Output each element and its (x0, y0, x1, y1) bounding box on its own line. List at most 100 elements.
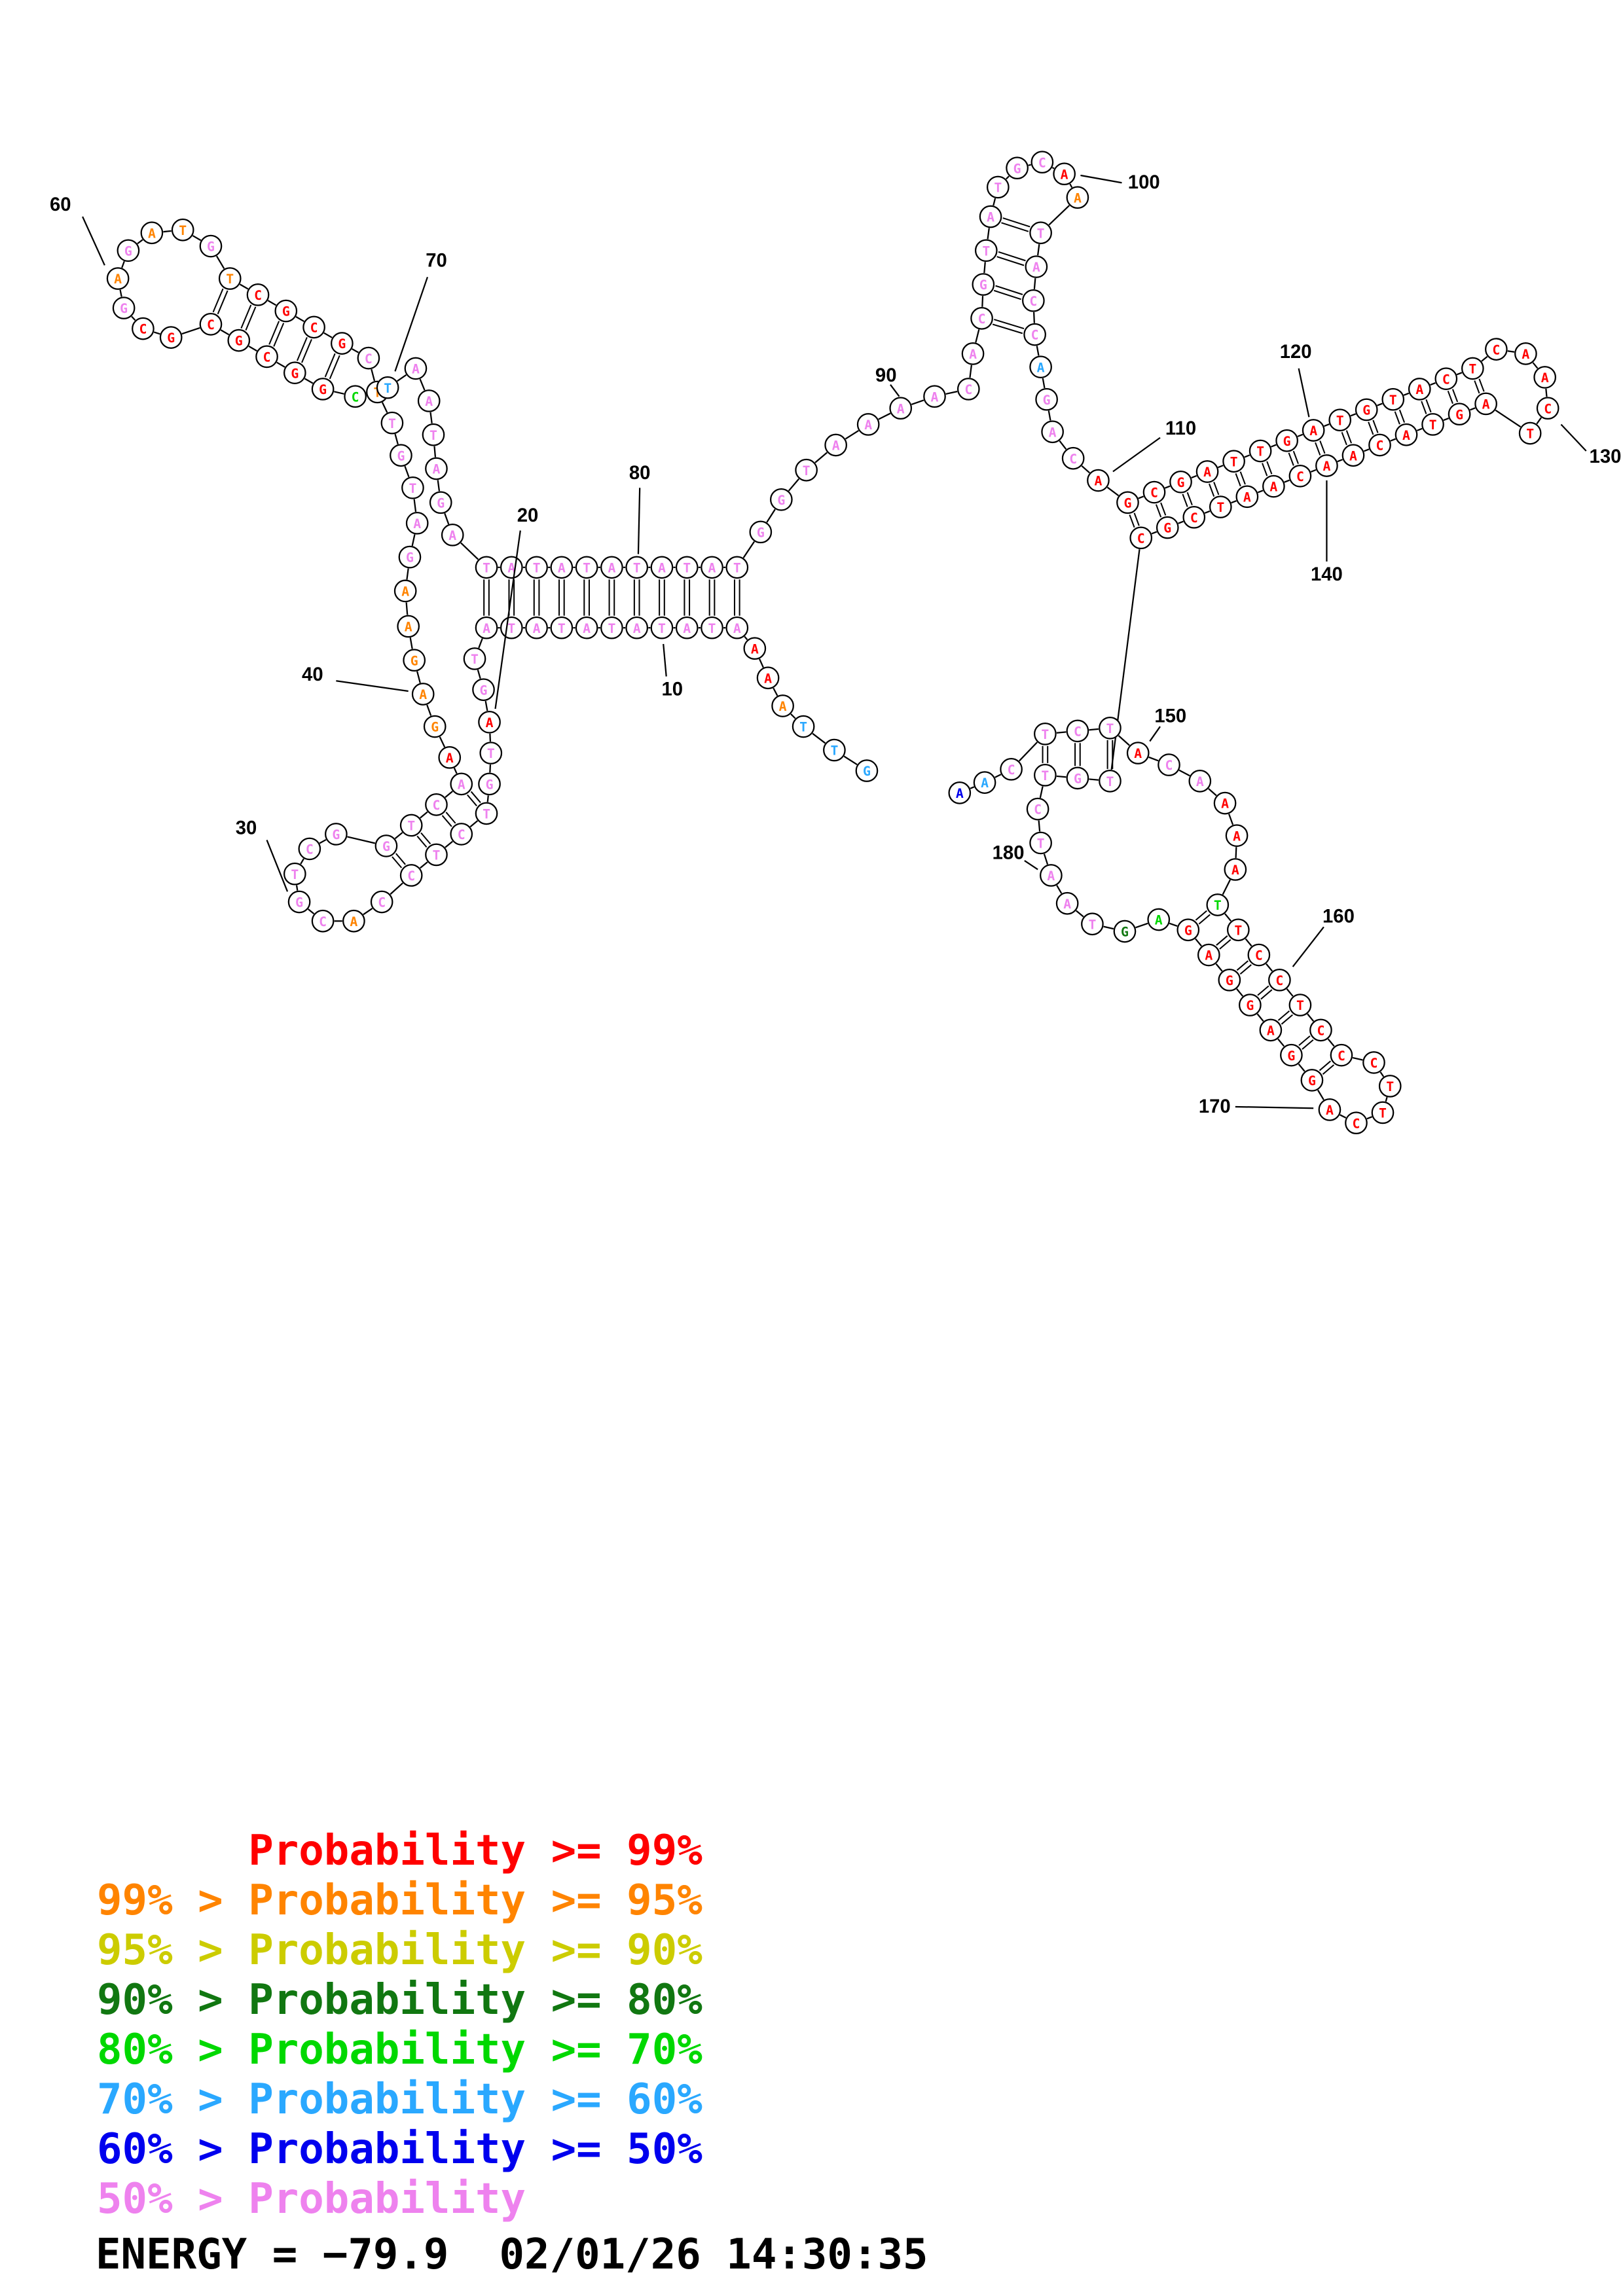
nucleotide-circle (1328, 408, 1352, 432)
nucleotide-circle (824, 433, 847, 457)
nucleotide-letter: C (1296, 469, 1304, 484)
nucleotide: A (1224, 858, 1247, 881)
nucleotide: A (1474, 392, 1497, 416)
nucleotide: C (1247, 943, 1271, 967)
nucleotide-circle (1226, 918, 1250, 942)
position-label: 170 (1199, 1096, 1231, 1117)
nucleotide: T (1029, 831, 1052, 855)
nucleotide: A (979, 205, 1002, 228)
nucleotide-circle (1318, 1098, 1341, 1121)
nucleotide: G (1006, 156, 1029, 180)
nucleotide: T (380, 411, 404, 435)
nucleotide-circle (1099, 716, 1122, 740)
nucleotide-circle (438, 745, 462, 769)
label-leader-line (1235, 1105, 1314, 1109)
nucleotide-circle (1116, 491, 1139, 514)
nucleotide: A (1147, 908, 1171, 931)
nucleotide: A (475, 616, 498, 639)
nucleotide: G (117, 239, 140, 262)
nucleotide-circle (1066, 766, 1089, 790)
nucleotide-circle (725, 556, 749, 579)
nucleotide-letter: C (1165, 758, 1173, 773)
nucleotide-circle (889, 397, 913, 420)
nucleotide: T (725, 556, 749, 579)
nucleotide-circle (974, 239, 998, 262)
nucleotide-circle (283, 862, 306, 886)
nucleotide-letter: A (1049, 425, 1057, 440)
label-leader-line (494, 530, 521, 709)
nucleotide-circle (1197, 943, 1220, 967)
nucleotide-letter: C (1008, 762, 1015, 778)
nucleotide-circle (403, 649, 426, 672)
nucleotide-circle (117, 239, 140, 262)
nucleotides: GTTAAAATATATATATATGATGTCTCCACGTCGGTCAAGA… (106, 151, 1559, 1135)
nucleotide-circle (140, 221, 164, 245)
nucleotide: A (525, 616, 548, 639)
nucleotide: G (311, 378, 335, 401)
nucleotide-letter: C (978, 312, 986, 327)
nucleotide-circle (1099, 770, 1122, 793)
nucleotide: A (417, 389, 441, 412)
nucleotide: A (411, 683, 435, 706)
nucleotide: A (1514, 342, 1537, 365)
position-label: 120 (1280, 342, 1312, 363)
nucleotide-circle (331, 332, 354, 355)
nucleotide-letter: G (1043, 393, 1051, 408)
nucleotide-circle (1087, 469, 1110, 492)
nucleotide-letter: A (1522, 347, 1529, 362)
nucleotide-letter: A (413, 516, 421, 531)
nucleotide-letter: C (1317, 1023, 1324, 1038)
nucleotide-circle (1029, 221, 1052, 245)
nucleotide-circle (475, 616, 498, 639)
nucleotide: C (1362, 1051, 1385, 1074)
nucleotide-circle (132, 317, 155, 340)
nucleotide: T (823, 738, 846, 762)
nucleotide-letter: A (1047, 869, 1055, 884)
nucleotide-letter: G (295, 895, 303, 910)
nucleotide-circle (1000, 758, 1023, 781)
nucleotide-circle (957, 378, 980, 401)
nucleotide: A (625, 616, 649, 639)
nucleotide: C (1022, 289, 1045, 312)
nucleotide-circle (1247, 943, 1271, 967)
nucleotide-circle (1485, 338, 1508, 361)
nucleotide-circle (1195, 460, 1219, 483)
probability-legend: Probability >= 99% 99% > Probability >= … (97, 1826, 702, 2224)
nucleotide: T (1249, 439, 1272, 463)
nucleotide: A (405, 511, 429, 535)
nucleotide-letter: C (310, 320, 318, 335)
position-label: 150 (1154, 706, 1186, 726)
nucleotide-circle (1026, 797, 1049, 821)
nucleotide: A (701, 556, 723, 579)
label-leader-line (1080, 174, 1122, 184)
nucleotide: A (450, 772, 473, 796)
nucleotide-circle (287, 890, 311, 914)
nucleotide-circle (1206, 893, 1230, 916)
nucleotide: T (1288, 994, 1312, 1016)
nucleotide-circle (725, 616, 749, 639)
nucleotide-letter: A (1322, 459, 1330, 474)
nucleotide-circle (1239, 994, 1262, 1016)
nucleotide-letter: C (1255, 948, 1263, 963)
nucleotide-circle (1514, 342, 1537, 365)
nucleotide-letter: T (1386, 1079, 1394, 1094)
nucleotide-circle (478, 710, 501, 734)
nucleotide: A (1315, 454, 1338, 477)
nucleotide-letter: A (1037, 360, 1045, 375)
nucleotide-letter: T (1106, 721, 1114, 736)
nucleotide-letter: C (1069, 452, 1077, 467)
nucleotide: C (1434, 367, 1458, 391)
nucleotide-letter: T (1037, 836, 1045, 852)
position-labels: 10 20 30 40 60 70 80 90 100 110 120 130 140 150 160 170… (50, 172, 1621, 1117)
nucleotide-letter: A (864, 418, 872, 433)
nucleotide: T (1378, 1075, 1402, 1098)
nucleotide: T (218, 267, 242, 290)
position-label: 70 (426, 251, 447, 272)
nucleotide: G (199, 234, 223, 258)
nucleotide-circle (1362, 1051, 1385, 1074)
nucleotide-circle (106, 267, 130, 290)
nucleotide-letter: C (365, 351, 373, 367)
nucleotide-circle (393, 579, 417, 603)
nucleotide-letter: T (1088, 917, 1096, 932)
nucleotide-circle (441, 524, 464, 547)
